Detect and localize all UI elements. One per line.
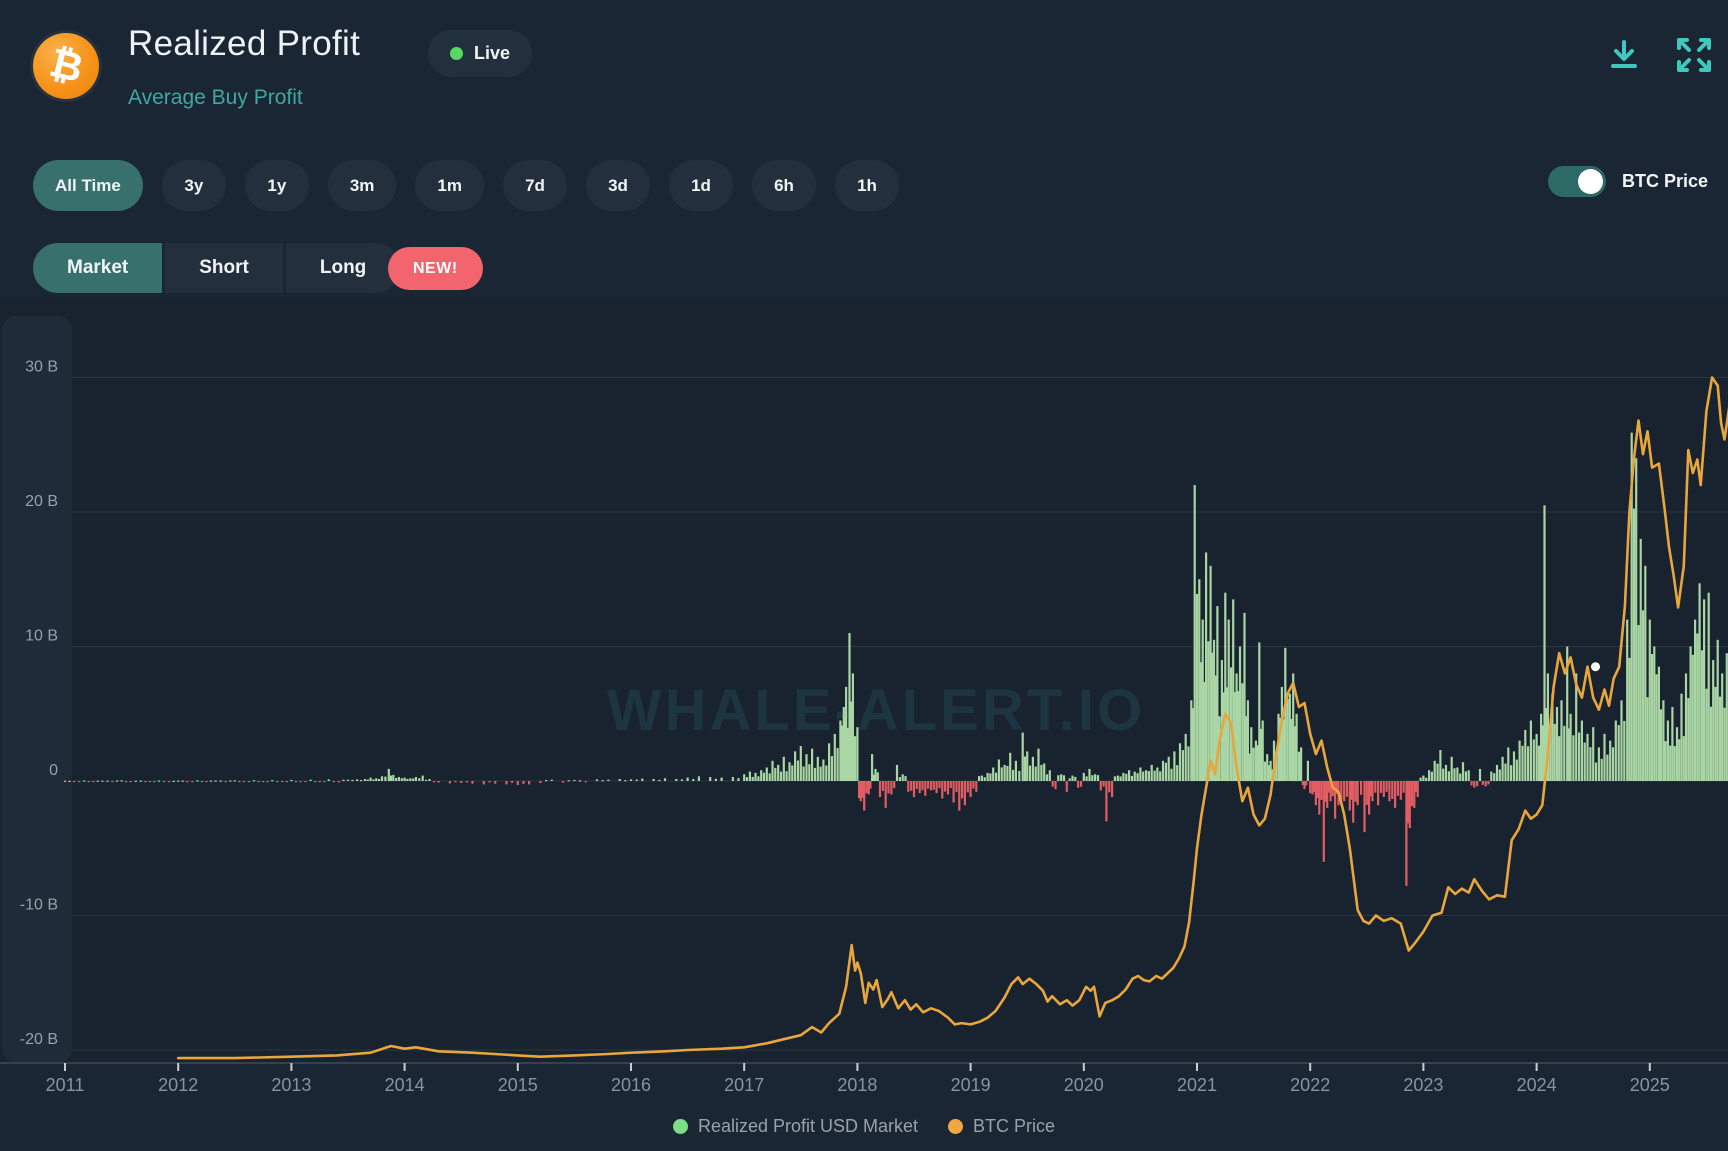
range-button-3y[interactable]: 3y [161,160,226,211]
x-axis-label: 2024 [1517,1075,1557,1095]
price-marker-dot [1591,662,1600,672]
y-axis-label: 20 B [25,493,58,510]
legend-dot-orange-icon [948,1119,964,1134]
x-axis-label: 2011 [46,1075,85,1095]
btc-price-line [176,376,1728,1060]
fullscreen-button[interactable] [1675,36,1713,74]
x-axis-label: 2013 [271,1075,311,1095]
mode-selector: Market Short Long [33,243,401,293]
x-axis-label: 2022 [1290,1075,1330,1095]
live-badge: Live [428,30,533,77]
x-axis-label: 2019 [951,1075,991,1095]
toggle-knob [1578,169,1603,194]
live-dot-icon [450,47,463,60]
range-button-3d[interactable]: 3d [585,160,650,211]
range-button-1h[interactable]: 1h [834,160,899,211]
x-axis-label: 2021 [1177,1075,1217,1095]
btc-price-toggle-group: BTC Price [1548,166,1708,197]
x-axis-label: 2020 [1064,1075,1104,1095]
range-button-1m[interactable]: 1m [415,160,484,211]
mode-button-market[interactable]: Market [33,243,163,293]
x-axis-label: 2018 [837,1075,877,1095]
x-axis-label: 2012 [158,1075,198,1095]
y-axis-label: 10 B [25,628,58,645]
x-axis-label: 2015 [498,1075,538,1095]
new-badge: NEW! [388,247,483,290]
range-button-all-time[interactable]: All Time [33,160,143,211]
btc-price-toggle[interactable] [1548,166,1606,197]
y-axis-label: 0 [49,762,58,779]
btc-price-toggle-label: BTC Price [1622,171,1709,191]
range-button-6h[interactable]: 6h [751,160,816,211]
live-label: Live [474,43,511,63]
bitcoin-logo-icon: ₿ [33,33,99,99]
x-axis-label: 2023 [1403,1075,1443,1095]
page-title: Realized Profit [128,24,361,63]
y-axis-label: -10 B [20,897,58,914]
x-axis-label: 2017 [724,1075,764,1095]
chart-legend: Realized Profit USD Market BTC Price [0,1116,1728,1137]
page-subtitle: Average Buy Profit [128,86,303,109]
y-axis-strip [2,316,72,1063]
mode-button-long[interactable]: Long [285,243,401,293]
mode-button-short[interactable]: Short [165,243,283,293]
range-button-7d[interactable]: 7d [502,160,567,211]
y-axis-label: 30 B [25,359,58,376]
y-axis-label: -20 B [20,1031,58,1048]
range-button-3m[interactable]: 3m [327,160,397,211]
legend-dot-green-icon [672,1119,688,1134]
range-button-1d[interactable]: 1d [668,160,733,211]
time-range-selector: All Time 3y 1y 3m 1m 7d 3d 1d 6h 1h [33,160,899,211]
legend-item-realized-profit[interactable]: Realized Profit USD Market [672,1116,918,1137]
x-axis-label: 2016 [611,1075,651,1095]
download-icon [1611,40,1637,68]
fullscreen-icon [1677,38,1711,72]
range-button-1y[interactable]: 1y [244,160,309,211]
download-button[interactable] [1605,36,1643,74]
x-axis-label: 2025 [1630,1075,1670,1095]
legend-item-btc-price[interactable]: BTC Price [948,1116,1055,1137]
watermark: WHALE-ALERT.IO [607,678,1145,743]
x-axis-label: 2014 [385,1075,425,1095]
